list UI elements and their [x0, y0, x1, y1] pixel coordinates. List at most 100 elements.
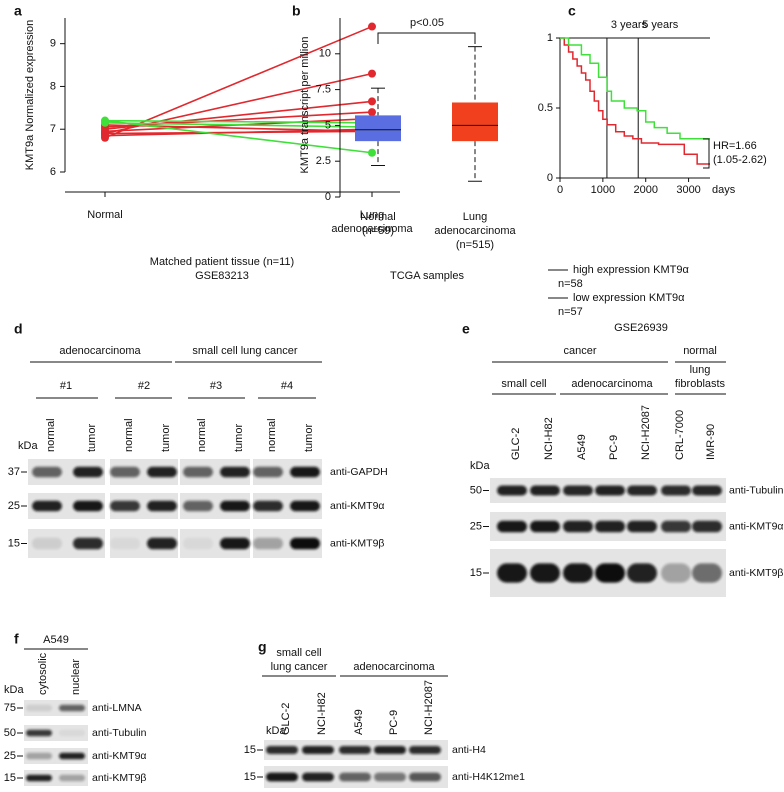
blot-strip — [24, 770, 88, 786]
caption: GSE83213 — [195, 270, 249, 282]
antibody-label: anti-KMT9β — [729, 567, 783, 579]
lane-label: PC-9 — [608, 435, 620, 460]
x-tick-label: Normal — [360, 211, 395, 223]
y-axis-label: KMT9a Normalized expression — [24, 20, 36, 170]
band — [290, 466, 320, 478]
band — [183, 466, 213, 478]
antibody-label: anti-Tubulin — [729, 484, 784, 496]
band — [595, 520, 625, 533]
sample-label: #2 — [138, 380, 150, 392]
group-label: normal — [683, 345, 717, 357]
patient-point — [101, 129, 109, 138]
survival-curve — [560, 37, 710, 140]
y-tick-label: 0 — [547, 172, 553, 184]
marker-label: 37 — [8, 466, 20, 478]
band — [374, 746, 406, 754]
patient-line — [104, 122, 373, 128]
antibody-label: anti-H4K12me1 — [452, 771, 525, 783]
x-tick-label: Lung — [360, 209, 384, 221]
caption: Matched patient tissue (n=11) — [150, 256, 294, 268]
marker-label: 15 — [244, 744, 256, 756]
caption: TCGA samples — [390, 270, 464, 282]
lane-label: GLC-2 — [280, 703, 292, 735]
sample-label: #3 — [210, 380, 222, 392]
patient-point — [368, 69, 376, 78]
band — [32, 466, 62, 478]
x-axis-label: days — [712, 184, 736, 196]
lane-label: CRL-7000 — [674, 410, 686, 460]
x-tick-label: 1000 — [591, 184, 615, 196]
y-tick-label: 10 — [319, 48, 331, 60]
panel-label: b — [292, 3, 301, 19]
unit-label: kDa — [18, 440, 38, 452]
x-tick-label: 3000 — [676, 184, 700, 196]
band — [595, 485, 625, 496]
lane-label: NCI-H2087 — [423, 680, 435, 735]
lane-label: NCI-H82 — [543, 417, 555, 460]
lane-label: tumor — [303, 424, 315, 452]
lane-label: NCI-H82 — [316, 692, 328, 735]
lane-label: PC-9 — [388, 710, 400, 735]
blot-strip — [24, 725, 88, 741]
lane-label: A549 — [576, 434, 588, 460]
lane-label: IMR-90 — [705, 424, 717, 460]
y-tick-label: 5 — [325, 119, 331, 131]
band — [183, 500, 213, 512]
band — [627, 485, 657, 496]
patient-line — [104, 130, 373, 135]
marker-label: 75 — [4, 702, 16, 714]
band — [73, 537, 103, 550]
lane-label: GLC-2 — [510, 428, 522, 460]
marker-label: 25 — [8, 500, 20, 512]
year-label: 5 years — [642, 19, 679, 31]
y-tick-label: 6 — [50, 166, 56, 178]
band — [26, 729, 52, 737]
y-tick-label: 1 — [547, 32, 553, 44]
band — [530, 520, 560, 533]
band — [692, 485, 722, 496]
panel-label: f — [14, 631, 19, 647]
group-label: adenocarcinoma — [571, 378, 653, 390]
blot-strip — [24, 748, 88, 764]
band — [26, 774, 52, 782]
year-label: 3 years — [611, 19, 648, 31]
y-tick-label: 9 — [50, 38, 56, 50]
band — [563, 485, 593, 496]
band — [110, 466, 140, 478]
y-tick-label: 8 — [50, 80, 56, 92]
group-label: small cell lung cancer — [192, 345, 297, 357]
marker-label: 15 — [244, 771, 256, 783]
annotation: p<0.05 — [410, 17, 444, 29]
band — [26, 704, 52, 712]
x-tick-label: 0 — [557, 184, 563, 196]
band — [147, 466, 177, 478]
band — [497, 485, 527, 496]
antibody-label: anti-H4 — [452, 744, 486, 756]
lane-label: cytosolic — [37, 652, 49, 695]
band — [497, 520, 527, 533]
band — [290, 500, 320, 512]
legend-n: n=58 — [558, 278, 583, 290]
y-tick-label: 7.5 — [316, 84, 331, 96]
legend-label: low expression KMT9α — [573, 292, 685, 304]
group-label: lung — [690, 364, 711, 376]
antibody-label: anti-KMT9α — [330, 500, 385, 512]
band — [59, 774, 85, 782]
y-tick-label: 0.5 — [538, 102, 553, 114]
band — [73, 466, 103, 478]
antibody-label: anti-GAPDH — [330, 466, 388, 478]
band — [530, 485, 560, 496]
antibody-label: anti-KMT9α — [92, 750, 147, 762]
group-label: small cell — [276, 647, 321, 659]
band — [147, 500, 177, 512]
box — [452, 102, 498, 142]
band — [409, 772, 441, 782]
group-label: A549 — [43, 634, 69, 646]
antibody-label: anti-KMT9β — [330, 537, 384, 549]
band — [110, 500, 140, 512]
panel-label: g — [258, 639, 267, 655]
panel-label: d — [14, 321, 23, 337]
band — [32, 537, 62, 550]
survival-curve — [560, 37, 710, 165]
sample-label: #1 — [60, 380, 72, 392]
